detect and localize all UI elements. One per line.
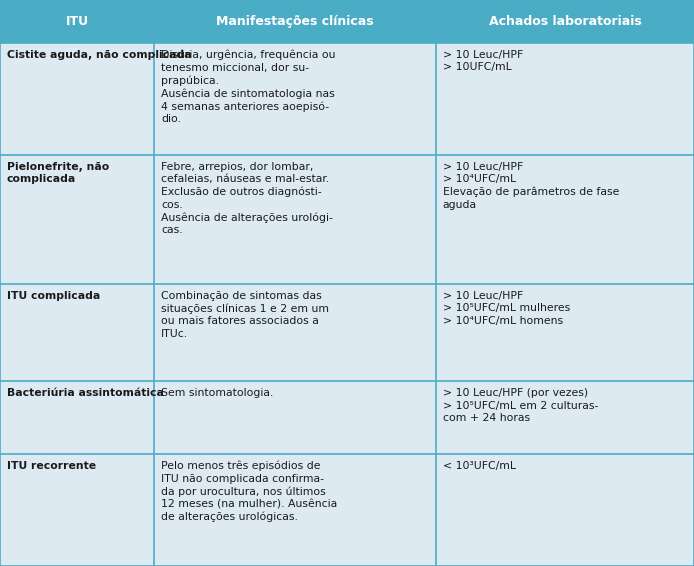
Bar xyxy=(436,381,694,454)
Bar xyxy=(0,155,154,284)
Bar xyxy=(0,284,154,381)
Bar xyxy=(436,454,694,566)
Text: > 10 Leuc/HPF
> 10UFC/mL: > 10 Leuc/HPF > 10UFC/mL xyxy=(443,50,523,72)
Text: ITU recorrente: ITU recorrente xyxy=(7,461,96,471)
Text: Bacteriúria assintomática: Bacteriúria assintomática xyxy=(7,388,164,398)
Text: > 10 Leuc/HPF (por vezes)
> 10⁵UFC/mL em 2 culturas-
com + 24 horas: > 10 Leuc/HPF (por vezes) > 10⁵UFC/mL em… xyxy=(443,388,598,423)
Text: > 10 Leuc/HPF
> 10⁵UFC/mL mulheres
> 10⁴UFC/mL homens: > 10 Leuc/HPF > 10⁵UFC/mL mulheres > 10⁴… xyxy=(443,291,570,325)
Bar xyxy=(154,381,436,454)
Bar xyxy=(154,0,436,43)
Bar xyxy=(154,155,436,284)
Text: Manifestações clínicas: Manifestações clínicas xyxy=(216,15,374,28)
Bar xyxy=(154,454,436,566)
Text: Combinação de sintomas das
situações clínicas 1 e 2 em um
ou mais fatores associ: Combinação de sintomas das situações clí… xyxy=(161,291,329,339)
Text: Pelo menos três episódios de
ITU não complicada confirma-
da por urocultura, nos: Pelo menos três episódios de ITU não com… xyxy=(161,461,337,522)
Text: Achados laboratoriais: Achados laboratoriais xyxy=(489,15,641,28)
Bar xyxy=(0,0,154,43)
Bar xyxy=(0,454,154,566)
Text: > 10 Leuc/HPF
> 10⁴UFC/mL
Elevação de parâmetros de fase
aguda: > 10 Leuc/HPF > 10⁴UFC/mL Elevação de pa… xyxy=(443,162,619,210)
Text: Cistite aguda, não complicada: Cistite aguda, não complicada xyxy=(7,50,192,60)
Bar xyxy=(436,43,694,155)
Text: < 10³UFC/mL: < 10³UFC/mL xyxy=(443,461,516,471)
Text: Pielonefrite, não
complicada: Pielonefrite, não complicada xyxy=(7,162,109,185)
Bar xyxy=(436,284,694,381)
Bar xyxy=(0,381,154,454)
Bar xyxy=(154,284,436,381)
Text: Sem sintomatologia.: Sem sintomatologia. xyxy=(161,388,273,398)
Text: Febre, arrepios, dor lombar,
cefaleias, náuseas e mal-estar.
Exclusão de outros : Febre, arrepios, dor lombar, cefaleias, … xyxy=(161,162,333,235)
Text: Disúria, urgência, frequência ou
tenesmo miccional, dor su-
prapúbica.
Ausência : Disúria, urgência, frequência ou tenesmo… xyxy=(161,50,335,125)
Text: ITU: ITU xyxy=(65,15,89,28)
Bar xyxy=(436,0,694,43)
Bar xyxy=(154,43,436,155)
Bar xyxy=(0,43,154,155)
Text: ITU complicada: ITU complicada xyxy=(7,291,100,301)
Bar xyxy=(436,155,694,284)
